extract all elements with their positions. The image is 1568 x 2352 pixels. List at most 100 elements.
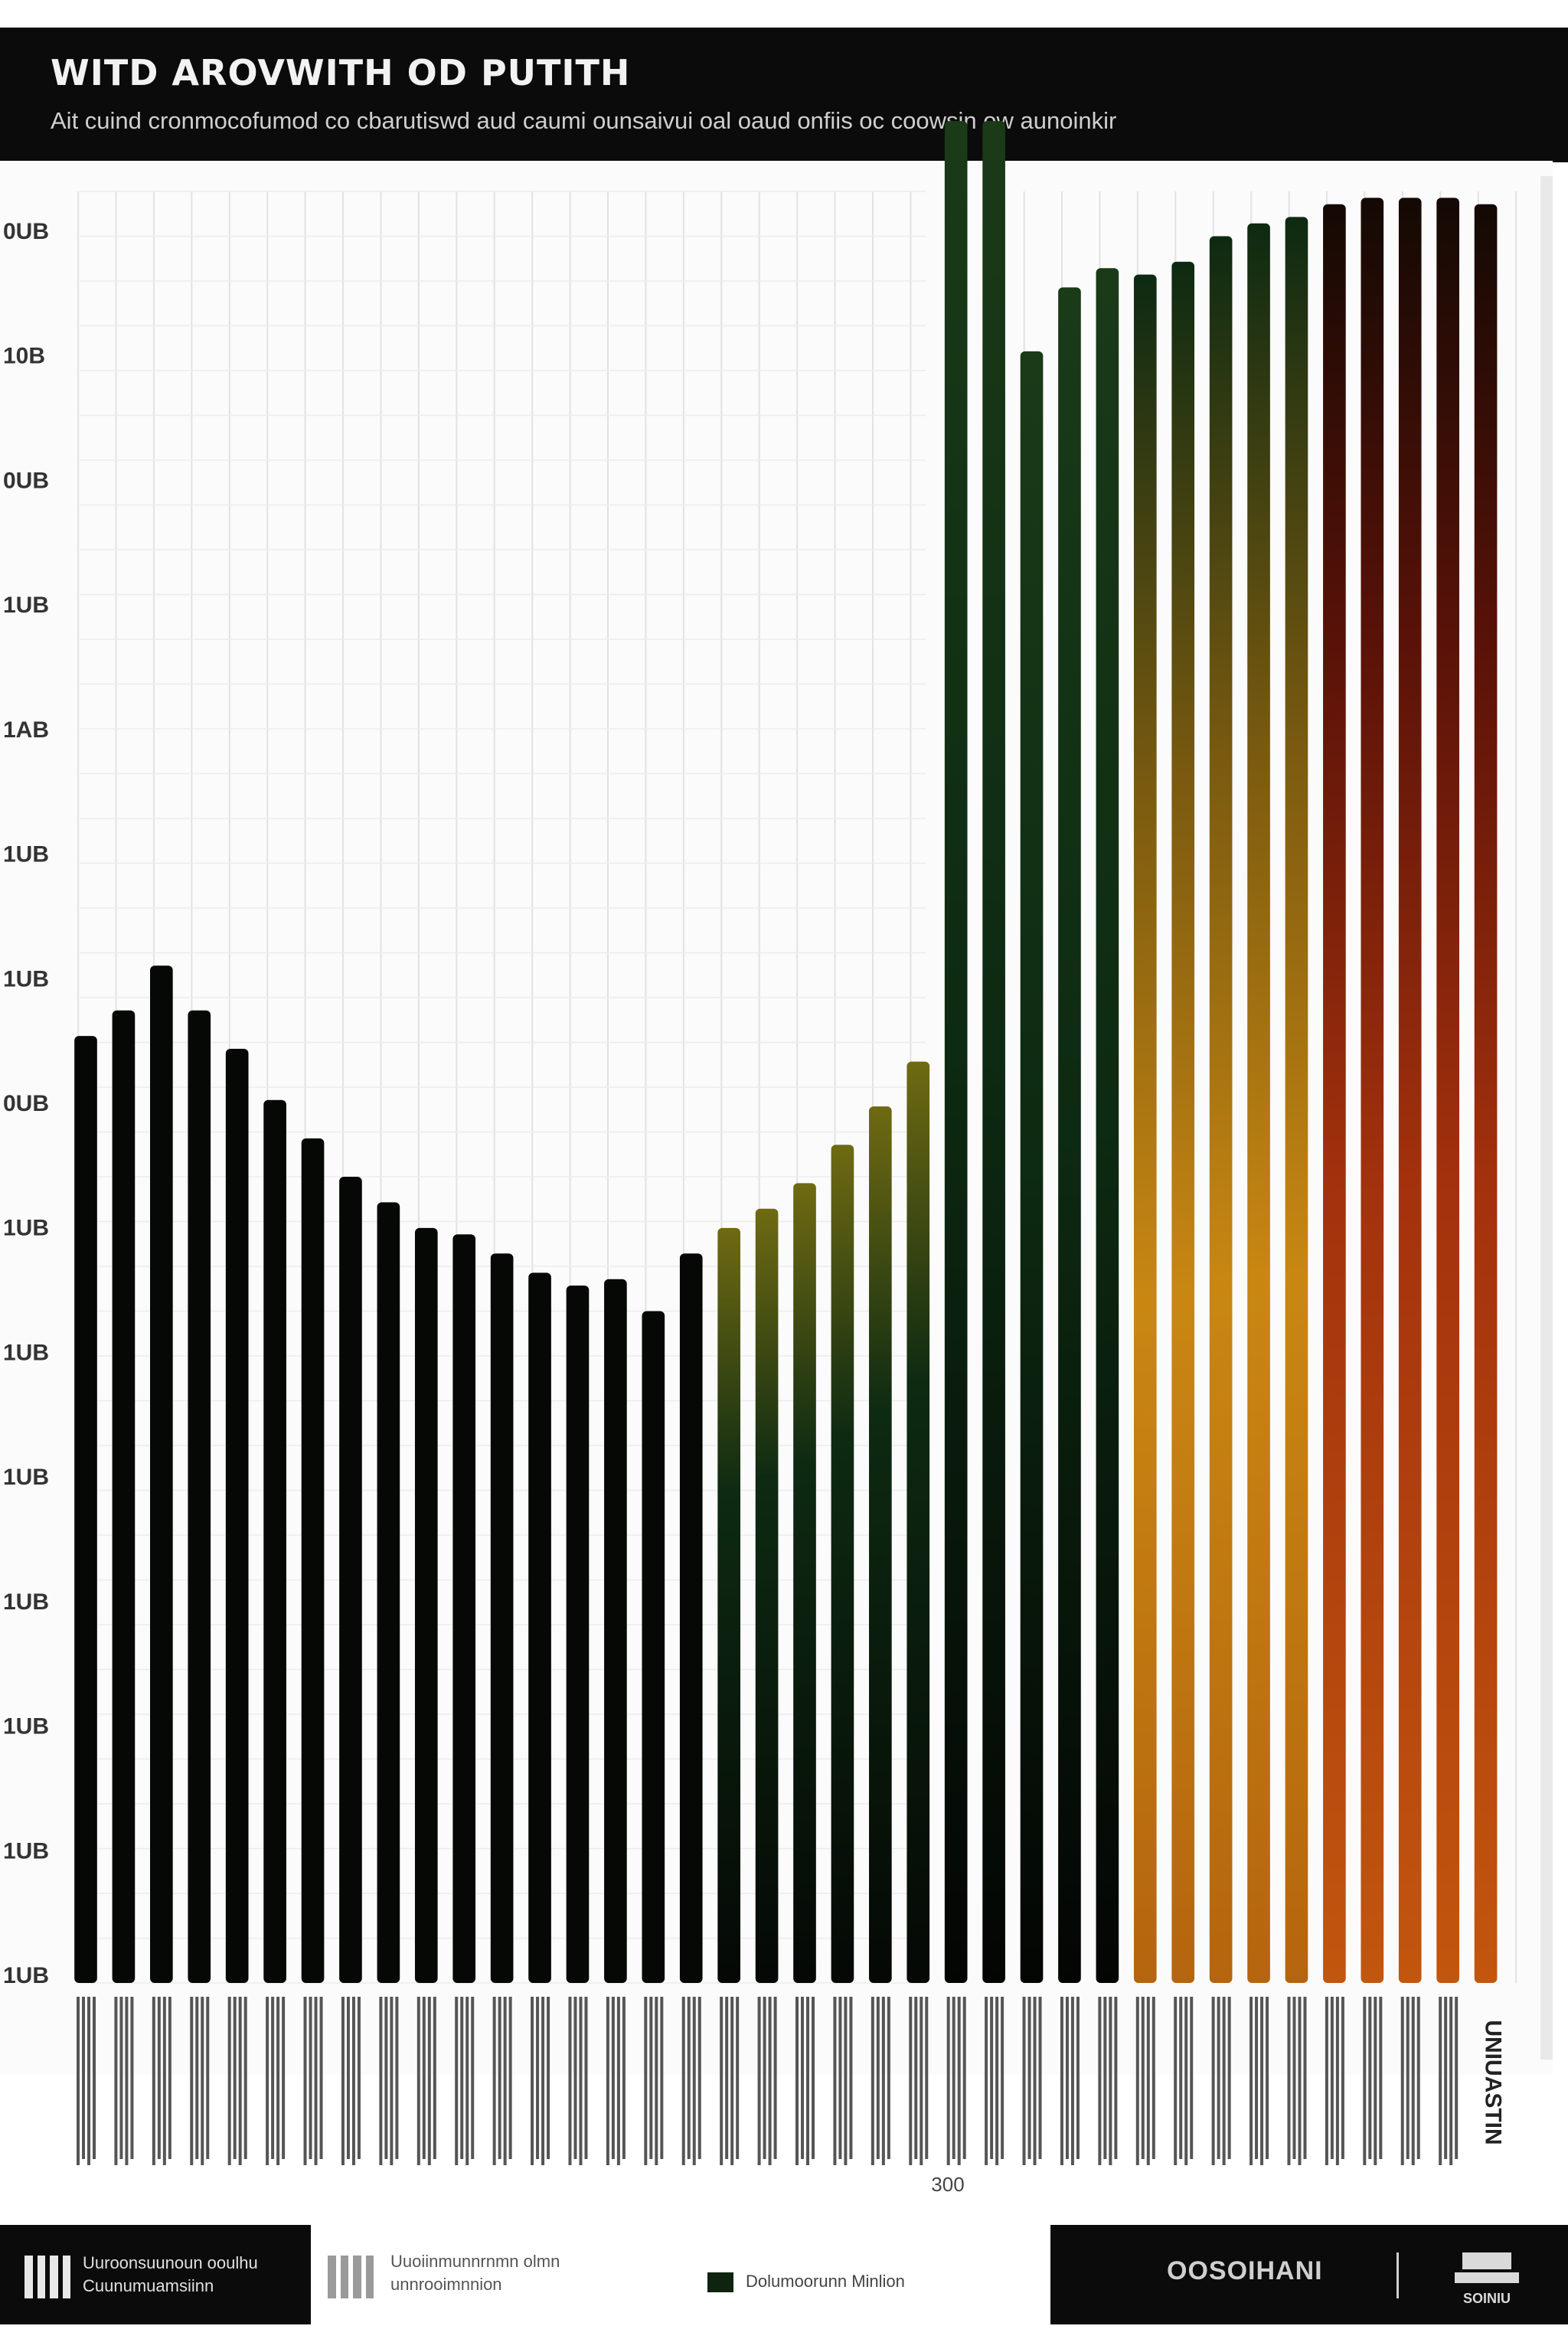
bar: [906, 1061, 930, 1983]
bar: [452, 1234, 476, 1983]
bar: [150, 965, 173, 1983]
bar: [869, 1106, 892, 1983]
bar: [717, 1227, 740, 1983]
bar: [1096, 268, 1119, 1984]
x-tick-label: [871, 1997, 890, 2165]
x-tick-label: [303, 1997, 323, 2165]
chart-title: WITD AROVWITH OD PUTITH: [51, 52, 631, 93]
x-tick-label: [1060, 1997, 1080, 2165]
bar: [793, 1183, 816, 1983]
legend-swatch: [707, 2272, 733, 2292]
bar: [679, 1253, 703, 1983]
x-tick-label: [1250, 1997, 1269, 2165]
footer-left-panel: Uuroonsuunoun ooulhu Cuunumuamsiinn: [0, 2225, 311, 2324]
x-tick-label: [531, 1997, 550, 2165]
y-tick-label: 1UB: [3, 1216, 49, 1241]
bar: [490, 1253, 514, 1983]
y-tick-label: 1UB: [3, 1963, 49, 1988]
x-tick-label: [681, 1997, 701, 2165]
footer-mid-icon: [328, 2256, 374, 2298]
x-tick-label: [606, 1997, 626, 2165]
footer-divider: [1396, 2252, 1399, 2298]
bar: [377, 1202, 400, 1983]
y-tick-label: 1UB: [3, 1465, 49, 1490]
x-tick-label-last: UNIUASTIN: [1481, 2020, 1506, 2145]
x-tick-label: [833, 1997, 853, 2165]
brand-logo-label: SOINIU: [1462, 2291, 1511, 2306]
bar: [1171, 261, 1195, 1984]
bar: [528, 1272, 551, 1983]
y-tick-label: 0UB: [3, 219, 49, 244]
x-tick-label: [416, 1997, 436, 2165]
bar: [982, 121, 1005, 1983]
x-axis-annotation: 300: [931, 2173, 964, 2196]
x-tick-label: [379, 1997, 399, 2165]
x-tick-label: [1022, 1997, 1042, 2165]
bar: [604, 1279, 627, 1983]
x-tick-label: [644, 1997, 664, 2165]
bar: [944, 121, 968, 1983]
footer-logo-icon: [24, 2256, 70, 2298]
bar: [831, 1145, 854, 1983]
bar: [112, 1010, 136, 1983]
bar: [1209, 236, 1233, 1983]
x-tick-label: [227, 1997, 247, 2165]
chart-header: WITD AROVWITH OD PUTITH Ait cuind cronmo…: [0, 28, 1568, 162]
x-tick-label: [1287, 1997, 1307, 2165]
x-tick-label: [455, 1997, 475, 2165]
x-tick-label: [190, 1997, 210, 2165]
x-tick-label: [1135, 1997, 1155, 2165]
bar: [1436, 198, 1459, 1983]
y-tick-label: 1UB: [3, 1589, 49, 1615]
y-tick-label: 1UB: [3, 1714, 49, 1740]
y-tick-label: 1UB: [3, 1838, 49, 1864]
plot-area-shadow: [1540, 176, 1553, 2060]
x-tick-label: [266, 1997, 286, 2165]
bar: [566, 1285, 590, 1983]
bar: [1361, 198, 1384, 1983]
footer-mid-text-2: unnrooimnnion: [390, 2275, 502, 2294]
brand-logo-icon: [1449, 2252, 1525, 2301]
bar: [1474, 204, 1498, 1983]
y-tick-label: 1UB: [3, 593, 49, 618]
y-tick-label: 1UB: [3, 966, 49, 991]
x-tick-label: [1363, 1997, 1383, 2165]
x-tick-label: [492, 1997, 512, 2165]
bar: [1323, 204, 1346, 1983]
x-tick-label: [1174, 1997, 1194, 2165]
footer-left-text-2: Cuunumuamsiinn: [83, 2276, 214, 2295]
bar: [1020, 351, 1044, 1984]
y-tick-label: 0UB: [3, 468, 49, 493]
y-tick-label: 1UB: [3, 1340, 49, 1365]
x-tick-label: [341, 1997, 361, 2165]
x-tick-label: [114, 1997, 134, 2165]
bar: [1398, 198, 1422, 1983]
bar: [1133, 274, 1157, 1984]
y-tick-label: 1AB: [3, 717, 49, 743]
x-tick-label: [1400, 1997, 1420, 2165]
bar: [301, 1138, 325, 1983]
bar: [642, 1311, 665, 1983]
chart-subtitle: Ait cuind cronmocofumod co cbarutiswd au…: [51, 107, 1117, 134]
x-tick-label: [909, 1997, 929, 2165]
bar: [414, 1227, 438, 1983]
footer-mid-text-1: Uuoiinmunnrnmn olmn: [390, 2252, 560, 2271]
footer-right-panel: OOSOIHANI SOINIU: [1050, 2225, 1568, 2324]
x-tick-label: [795, 1997, 815, 2165]
x-tick-label: [946, 1997, 966, 2165]
footer-left-text-1: Uuroonsuunoun ooulhu: [83, 2253, 258, 2272]
x-tick-label: [152, 1997, 172, 2165]
y-tick-label: 0UB: [3, 1091, 49, 1116]
y-tick-label: 1UB: [3, 842, 49, 867]
x-tick-label: [1325, 1997, 1344, 2165]
x-tick-label: [1211, 1997, 1231, 2165]
x-tick-label: [1098, 1997, 1118, 2165]
x-tick-label: [77, 1997, 96, 2165]
bar: [755, 1208, 779, 1983]
bar: [1247, 223, 1270, 1984]
bar: [339, 1177, 362, 1983]
legend-label: Dolumoorunn Minlion: [746, 2272, 905, 2291]
x-tick-label: [757, 1997, 777, 2165]
bar: [225, 1048, 249, 1983]
